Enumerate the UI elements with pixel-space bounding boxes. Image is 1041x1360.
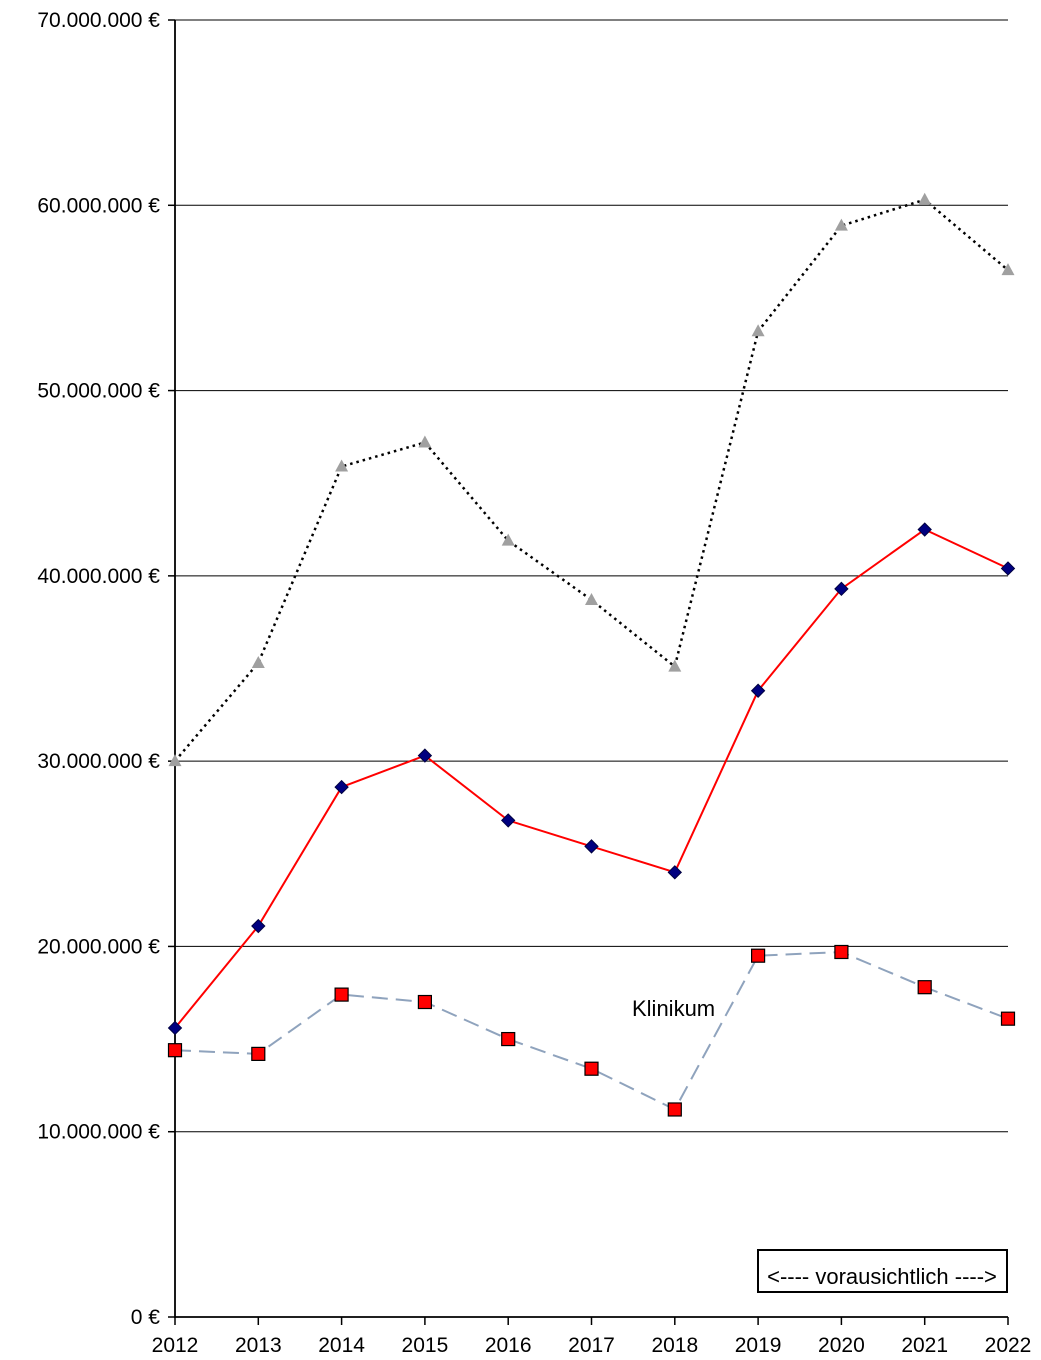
data-point-diamond: [917, 522, 932, 537]
x-tick-label: 2021: [901, 1334, 948, 1357]
series-line-2: [174, 950, 1009, 1111]
x-tick-label: 2020: [818, 1334, 865, 1357]
y-tick-label: 60.000.000 €: [37, 194, 160, 217]
grid-lines: [168, 19, 1008, 1318]
y-tick-label: 50.000.000 €: [37, 380, 160, 403]
y-tick-label: 10.000.000 €: [37, 1121, 160, 1144]
data-point-square: [334, 987, 349, 1002]
data-point-diamond: [167, 1020, 183, 1036]
data-point-square: [251, 1046, 266, 1061]
data-point-triangle: [1001, 263, 1015, 276]
data-point-triangle: [918, 192, 932, 205]
data-point-diamond: [1000, 561, 1016, 576]
data-point-triangle: [418, 435, 432, 448]
series-line-0: [174, 198, 1009, 762]
data-point-triangle: [251, 655, 265, 668]
x-tick-label: 2022: [985, 1334, 1032, 1357]
data-point-square: [667, 1102, 682, 1117]
data-point-triangle: [501, 533, 515, 546]
data-point-triangle: [751, 324, 765, 337]
data-point-square: [1000, 1011, 1016, 1026]
x-tick-label: 2019: [735, 1334, 782, 1357]
data-point-triangle: [585, 592, 598, 605]
y-tick-label: 70.000.000 €: [37, 9, 160, 32]
axes: [174, 20, 1008, 1318]
x-tick-label: 2015: [402, 1334, 449, 1357]
series-label-klinikum: Klinikum: [632, 996, 715, 1021]
data-point-diamond: [417, 748, 433, 763]
x-tick-label: 2016: [485, 1334, 532, 1357]
x-tick-label: 2018: [651, 1334, 698, 1357]
series: [174, 198, 1009, 1111]
data-point-diamond: [334, 779, 349, 795]
x-tick-label: 2017: [568, 1334, 615, 1357]
data-point-triangle: [168, 754, 182, 767]
y-tick-label: 20.000.000 €: [37, 935, 160, 958]
data-point-diamond: [500, 813, 516, 828]
y-tick-label: 30.000.000 €: [37, 750, 160, 773]
data-point-diamond: [584, 839, 599, 854]
markers: [167, 192, 1016, 1117]
data-point-diamond: [834, 581, 849, 597]
data-point-triangle: [335, 459, 349, 472]
data-point-triangle: [834, 218, 848, 231]
forecast-box-frame: [757, 1249, 1008, 1293]
data-point-square: [834, 944, 849, 960]
x-tick-label: 2013: [235, 1334, 282, 1357]
data-point-square: [501, 1031, 516, 1047]
x-tick-label: 2012: [152, 1334, 199, 1357]
data-point-diamond: [667, 865, 683, 880]
data-point-diamond: [251, 918, 266, 934]
data-point-square: [584, 1061, 599, 1076]
data-point-square: [417, 994, 432, 1010]
x-tick-labels: 2012 2013 2014 2015 2016 2017 2018 2019 2020 2021…: [152, 1317, 1032, 1357]
y-tick-label: 0 €: [131, 1306, 161, 1329]
y-tick-labels: 0 € 10.000.000 € 20.000.000 € 30.000.000 € 4…: [37, 9, 160, 1329]
data-point-square: [917, 980, 932, 995]
forecast-box-label: <---- vorausichtlich ---->: [767, 1264, 997, 1289]
x-tick-label: 2014: [318, 1334, 365, 1357]
data-point-square: [750, 948, 766, 963]
y-tick-label: 40.000.000 €: [37, 565, 160, 588]
data-point-diamond: [750, 683, 766, 698]
forecast-box: <---- vorausichtlich ---->: [757, 1249, 1008, 1293]
data-point-triangle: [668, 659, 682, 672]
data-point-square: [167, 1043, 183, 1058]
